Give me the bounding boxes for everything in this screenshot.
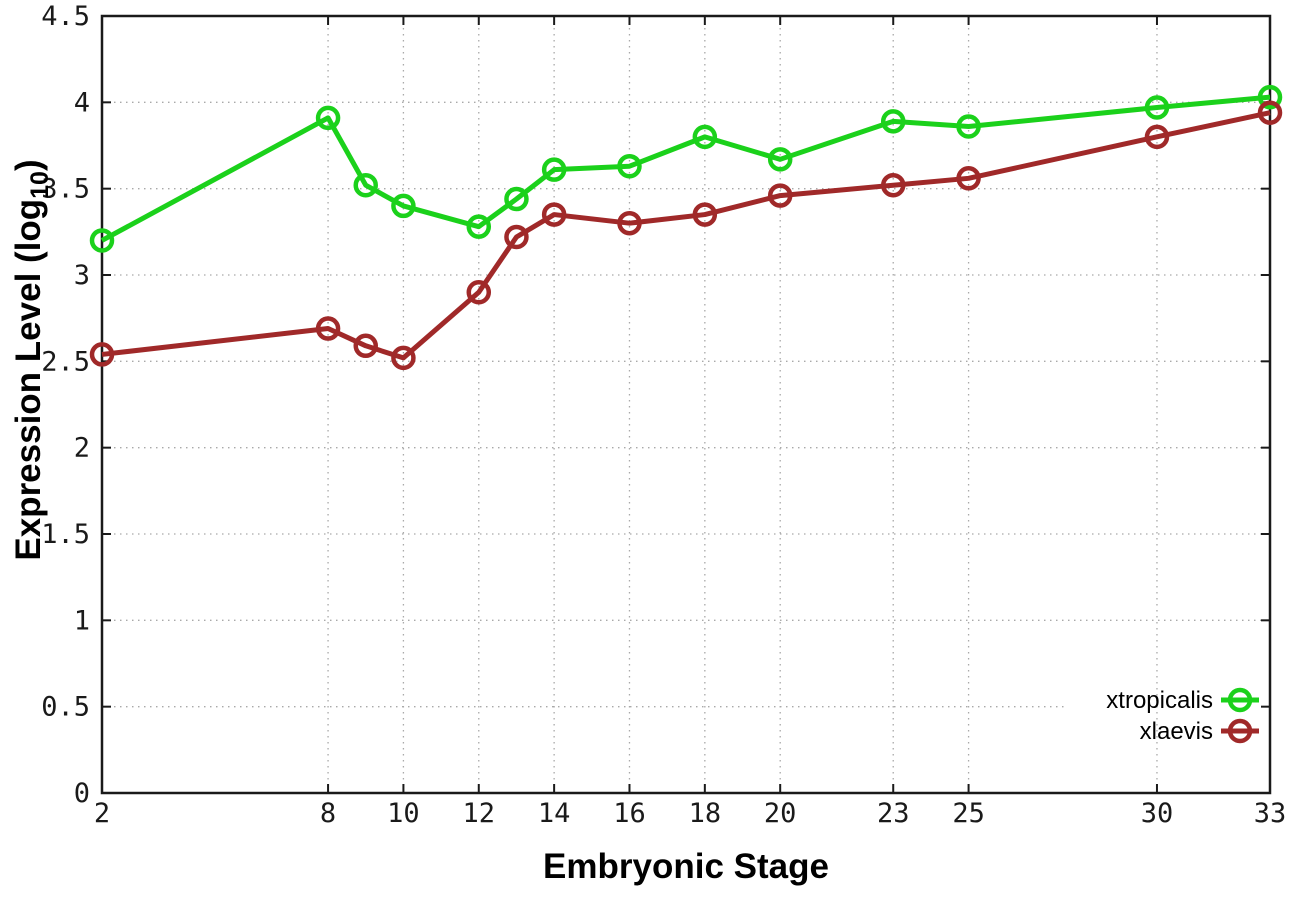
x-tick-label-12: 12: [463, 798, 496, 829]
data-point-xlaevis-stage-10: [391, 345, 416, 371]
data-point-xtropicalis-stage-18: [692, 124, 718, 150]
legend-sample-marker-xtropicalis: [1227, 687, 1253, 713]
data-point-xtropicalis-stage-14: [541, 157, 567, 182]
plot-area: 2 8 10 12 14 16 18 20 23 25 30 33 0 0.5 1 1.5 2 2.5 3 3.5 4 4…: [41, 1, 1286, 829]
data-point-xlaevis-stage-16: [617, 210, 642, 236]
series-line-xtropicalis: [100, 94, 1271, 243]
y-tick-label-2.5: 2.5: [41, 346, 90, 377]
data-point-xlaevis-stage-23: [880, 172, 906, 198]
x-tick-label-18: 18: [689, 798, 722, 829]
data-point-xtropicalis-stage-13: [504, 186, 529, 212]
data-point-xlaevis-stage-30: [1144, 124, 1170, 150]
y-tick-label-3: 3: [74, 260, 90, 291]
data-point-xtropicalis-stage-23: [880, 109, 906, 134]
series-line-xlaevis: [101, 110, 1271, 361]
legend-label-xlaevis: xlaevis: [1140, 718, 1213, 745]
data-point-xtropicalis-stage-25: [956, 114, 981, 139]
y-tick-label-4.5: 4.5: [41, 1, 90, 32]
data-point-xlaevis-stage-14: [541, 202, 567, 227]
y-tick-label-1: 1: [74, 605, 90, 636]
x-tick-label-10: 10: [387, 798, 420, 829]
x-tick-label-20: 20: [764, 798, 797, 829]
x-tick-label-25: 25: [952, 798, 985, 829]
x-tick-label-23: 23: [877, 798, 910, 829]
y-axis-title: Expression Level (log10): [9, 159, 54, 560]
y-tick-label-1.5: 1.5: [41, 519, 90, 550]
legend-label-xtropicalis: xtropicalis: [1106, 687, 1213, 714]
data-point-xlaevis-stage-25: [956, 166, 981, 191]
y-axis-title-subscript: 10: [26, 171, 54, 199]
data-point-xlaevis-stage-2: [89, 342, 115, 367]
data-point-xtropicalis-stage-20: [767, 147, 793, 172]
data-point-xtropicalis-stage-30: [1144, 95, 1170, 120]
y-tick-label-0: 0: [74, 778, 90, 809]
x-axis-title: Embryonic Stage: [543, 847, 829, 886]
data-point-xtropicalis-stage-12: [466, 214, 492, 239]
data-point-xlaevis-stage-20: [767, 183, 793, 208]
data-point-xtropicalis-stage-10: [391, 193, 416, 219]
data-point-xlaevis-stage-12: [466, 280, 492, 305]
x-tick-label-14: 14: [538, 798, 571, 829]
data-point-xlaevis-stage-33: [1257, 100, 1283, 125]
data-point-xlaevis-stage-8: [315, 316, 341, 341]
x-tick-label-2: 2: [94, 798, 110, 829]
data-point-xtropicalis-stage-16: [617, 153, 642, 179]
x-tick-label-30: 30: [1141, 798, 1174, 829]
data-point-xlaevis-stage-9: [353, 333, 378, 359]
y-tick-label-3.5: 3.5: [41, 174, 90, 205]
plot-border: [100, 14, 1272, 795]
data-point-xlaevis-stage-13: [504, 224, 529, 250]
data-point-xtropicalis-stage-2: [89, 228, 115, 253]
data-point-xlaevis-stage-18: [692, 202, 718, 227]
y-tick-label-4: 4: [74, 87, 90, 118]
x-tick-label-8: 8: [320, 798, 336, 829]
x-tick-label-33: 33: [1254, 798, 1287, 829]
y-tick-label-2: 2: [74, 433, 90, 464]
data-point-xtropicalis-stage-9: [353, 172, 378, 198]
legend-sample-marker-xlaevis: [1227, 718, 1253, 744]
y-tick-label-0.5: 0.5: [41, 692, 90, 723]
data-point-xtropicalis-stage-8: [315, 105, 341, 131]
data-point-xtropicalis-stage-33: [1257, 84, 1283, 110]
x-tick-label-16: 16: [613, 798, 646, 829]
